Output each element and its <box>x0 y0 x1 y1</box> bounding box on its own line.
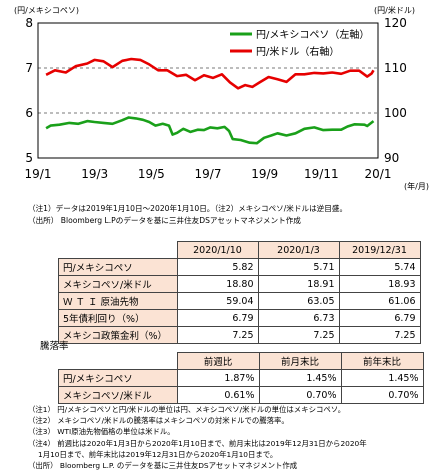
plot-frame <box>37 22 379 159</box>
x-tick-label: 19/9 <box>251 167 278 181</box>
table-cell: 1.87% <box>176 369 260 387</box>
table-notes: （注1） 円/メキシコペソと円/米ドルの単位は円、メキシコペソ/米ドルの単位はメ… <box>28 404 428 471</box>
table-cell: 18.93 <box>338 275 421 293</box>
x-tick-label: 20/1 <box>365 167 392 181</box>
series-line-mxn <box>45 116 375 145</box>
x-tick-label: 19/1 <box>25 167 52 181</box>
table-cell: 6.79 <box>338 309 421 327</box>
table-row: 円/メキシコペソ 5.82 5.71 5.74 <box>58 258 421 276</box>
table-cell: 61.06 <box>338 292 421 310</box>
table-cell: 7.25 <box>257 326 340 344</box>
table-note: （注3） WTI原油先物価格の単位は米ドル。 <box>28 427 175 437</box>
row-label: 5年債利回り（%） <box>58 309 178 327</box>
right-y-tick-label: 110 <box>384 61 407 75</box>
table-cell: 1.45% <box>258 369 342 387</box>
table-row: メキシコペソ/米ドル 0.61% 0.70% 0.70% <box>58 386 424 404</box>
chart-gridlines <box>38 67 378 114</box>
table-cell: 5.74 <box>338 258 421 276</box>
column-header: 前月末比 <box>258 352 342 370</box>
chart-tick-labels: 19/1 19/3 19/5 19/7 19/9 19/11 20/1 5 6 7 8 90 100 11… <box>25 16 407 181</box>
column-header: 前年末比 <box>340 352 424 370</box>
x-tick-label: 19/11 <box>304 167 339 181</box>
right-y-tick-label: 120 <box>384 16 407 30</box>
table-cell: 1.45% <box>340 369 424 387</box>
row-label: メキシコペソ/米ドル <box>58 275 178 293</box>
legend-label-mxn: 円/メキシコペソ（左軸） <box>256 28 369 41</box>
table-note: 1月10日まで、前年末比は2019年12月31日から2020年1月10日まで。 <box>38 449 278 459</box>
left-axis-unit-label: (円/メキシコペソ) <box>14 6 79 15</box>
x-tick-label: 19/7 <box>195 167 222 181</box>
section-label-change-rate: 騰落率 <box>40 341 69 352</box>
x-tick-label: 19/3 <box>81 167 108 181</box>
table-cell: 5.71 <box>257 258 340 276</box>
row-label: メキシコペソ/米ドル <box>58 386 178 404</box>
table-row: Ｗ Ｔ Ｉ 原油先物 59.04 63.05 61.06 <box>58 292 421 310</box>
table-row: 5年債利回り（%） 6.79 6.73 6.79 <box>58 309 421 327</box>
column-header: 前週比 <box>176 352 260 370</box>
left-y-tick-label: 7 <box>25 61 33 75</box>
table-note: （注2） メキシコペソ/米ドルの騰落率はメキシコペソの対米ドルでの騰落率。 <box>28 416 289 426</box>
row-label: 円/メキシコペソ <box>58 258 178 276</box>
right-y-tick-label: 100 <box>384 106 407 120</box>
column-header: 2019/12/31 <box>338 241 421 259</box>
table-cell: 18.80 <box>176 275 259 293</box>
legend: 円/メキシコペソ（左軸） 円/米ドル（右軸） <box>230 28 369 58</box>
row-label: Ｗ Ｔ Ｉ 原油先物 <box>58 292 178 310</box>
table-cell: 63.05 <box>257 292 340 310</box>
table-cell: 0.70% <box>340 386 424 404</box>
table-cell: 7.25 <box>338 326 421 344</box>
table-note: （注1） 円/メキシコペソと円/米ドルの単位は円、メキシコペソ/米ドルの単位はメ… <box>28 405 346 414</box>
table-cell: 6.79 <box>176 309 259 327</box>
market-levels-table: 2020/1/10 2020/1/3 2019/12/31 円/メキシコペソ 5… <box>58 241 421 344</box>
row-label: メキシコ政策金利（%） <box>58 326 178 344</box>
right-axis-unit-label: (円/米ドル) <box>374 5 415 15</box>
table-cell: 7.25 <box>176 326 259 344</box>
table-header-row: 前週比 前月末比 前年末比 <box>58 352 424 370</box>
left-y-tick-label: 8 <box>25 16 33 30</box>
chart-notes: （注1）データは2019年1月10日～2020年1月10日。（注2）メキシコペソ… <box>28 203 428 227</box>
table-cell: 0.61% <box>176 386 260 404</box>
table-cell: 5.82 <box>176 258 259 276</box>
table-corner <box>58 352 178 370</box>
column-header: 2020/1/3 <box>257 241 340 259</box>
x-tick-label: 19/5 <box>138 167 165 181</box>
x-axis-unit-label: (年/月) <box>404 181 429 191</box>
table-note-source: （出所） Bloomberg L.P. のデータを基に三井住友DSアセットマネジ… <box>28 460 298 470</box>
table-cell: 18.91 <box>257 275 340 293</box>
chart-note-1: （注1）データは2019年1月10日～2020年1月10日。（注2）メキシコペソ… <box>28 204 348 213</box>
chart-series <box>45 57 375 145</box>
chart-note-source: （出所） Bloomberg L.Pのデータを基に三井住友DSアセットマネジメン… <box>28 216 301 225</box>
table-note: （注4） 前週比は2020年1月3日から2020年1月10日まで、前月末比は20… <box>28 438 367 448</box>
column-header: 2020/1/10 <box>176 241 259 259</box>
table-corner <box>58 241 178 259</box>
table-row: メキシコ政策金利（%） 7.25 7.25 7.25 <box>58 326 421 344</box>
row-label: 円/メキシコペソ <box>58 369 178 387</box>
table-cell: 6.73 <box>257 309 340 327</box>
table-row: 円/メキシコペソ 1.87% 1.45% 1.45% <box>58 369 424 387</box>
table-row: メキシコペソ/米ドル 18.80 18.91 18.93 <box>58 275 421 293</box>
left-y-tick-label: 6 <box>25 106 33 120</box>
fx-line-chart: 19/1 19/3 19/5 19/7 19/9 19/11 20/1 5 6 7 8 90 100 11… <box>14 5 429 191</box>
right-y-tick-label: 90 <box>384 151 399 165</box>
change-rate-table: 前週比 前月末比 前年末比 円/メキシコペソ 1.87% 1.45% 1.45%… <box>58 352 424 404</box>
series-line-usd <box>45 57 375 90</box>
table-cell: 0.70% <box>258 386 342 404</box>
table-cell: 59.04 <box>176 292 259 310</box>
table-header-row: 2020/1/10 2020/1/3 2019/12/31 <box>58 241 421 259</box>
left-y-tick-label: 5 <box>25 151 33 165</box>
legend-label-usd: 円/米ドル（右軸） <box>256 45 339 58</box>
